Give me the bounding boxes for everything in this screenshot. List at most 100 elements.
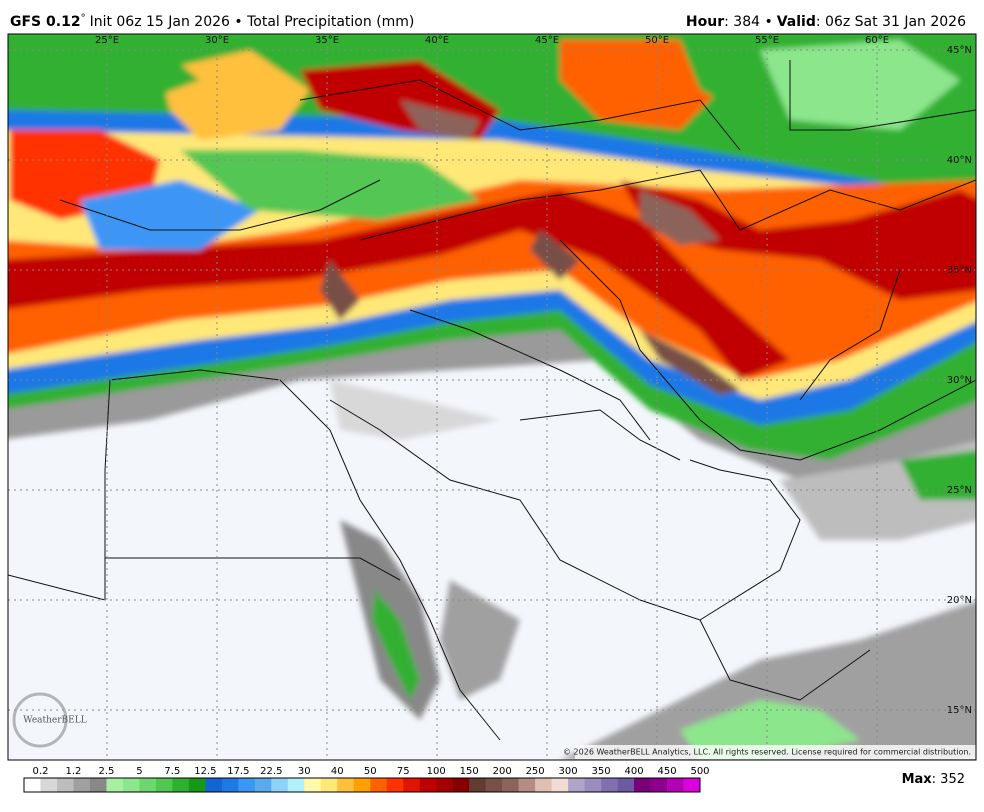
graticule: 25°E 30°E 35°E 40°E 45°E 50°E 55°E 60°E 45°N 40°N…: [8, 34, 976, 760]
colorbar-label: 12.5: [194, 766, 216, 777]
colorbar-swatch: [551, 778, 569, 792]
colorbar-swatch: [370, 778, 388, 792]
colorbar-swatch: [254, 778, 272, 792]
lon-label: 35°E: [315, 35, 339, 46]
colorbar-swatch: [353, 778, 371, 792]
colorbar-swatch: [419, 778, 437, 792]
colorbar-label: 500: [690, 766, 709, 777]
colorbar-swatch: [650, 778, 668, 792]
run: Init 06z 15 Jan 2026 • Total Precipitati…: [90, 14, 415, 30]
lat-label: 45°N: [947, 45, 972, 56]
colorbar-swatch: [667, 778, 684, 792]
colorbar-swatch: [502, 778, 519, 792]
copyright-bg: [575, 745, 976, 759]
max: Max: 352: [902, 772, 965, 787]
lat-label: 30°N: [947, 375, 972, 386]
colorbar-swatch: [469, 778, 486, 792]
colorbar-swatch: [238, 778, 256, 792]
colorbar-label: 200: [493, 766, 512, 777]
copyright: © 2026 WeatherBELL Analytics, LLC. All r…: [563, 748, 971, 757]
colorbar-swatch: [106, 778, 124, 792]
lon-label: 50°E: [645, 35, 669, 46]
colorbar-label: 75: [397, 766, 410, 777]
borders: [8, 60, 976, 741]
colorbar-swatch: [188, 778, 206, 792]
colorbar-swatch: [89, 778, 107, 792]
colorbar-swatch: [287, 778, 305, 792]
max-label: Max: [902, 772, 933, 787]
colorbar-label: 400: [625, 766, 644, 777]
colorbar-swatch: [436, 778, 453, 792]
lon-label: 60°E: [865, 35, 889, 46]
colorbar-swatch: [40, 778, 58, 792]
colorbar-label: 2.5: [98, 766, 114, 777]
colorbar-swatch: [271, 778, 289, 792]
colorbar-label: 30: [298, 766, 311, 777]
colorbar-swatch: [73, 778, 91, 792]
colorbar-swatch: [634, 778, 651, 792]
colorbar-label: 50: [364, 766, 377, 777]
lat-label: 20°N: [947, 595, 972, 606]
colorbar-swatch: [205, 778, 223, 792]
colorbar: 0.2 1.2 2.5 5 7.5 12.5 17.5 22.5 30 40 50 75 100 150 2…: [23, 766, 710, 793]
degree: °: [81, 13, 86, 24]
colorbar-swatch: [601, 778, 618, 792]
colorbar-swatch: [568, 778, 585, 792]
lon-label: 30°E: [205, 35, 229, 46]
map: 25°E 30°E 35°E 40°E 45°E 50°E 55°E 60°E 45°N 40°N…: [8, 34, 976, 760]
colorbar-swatch: [386, 778, 404, 792]
colorbar-label: 22.5: [260, 766, 282, 777]
colorbar-frame: [23, 777, 701, 793]
colorbar-label: 300: [559, 766, 578, 777]
colorbar-swatch: [485, 778, 503, 792]
lon-label: 25°E: [95, 35, 119, 46]
colorbar-swatch: [172, 778, 190, 792]
hour-value: : 384 •: [724, 14, 773, 30]
colorbar-label: 250: [526, 766, 545, 777]
logo: WeatherBELL: [23, 716, 86, 726]
lat-label: 25°N: [947, 485, 972, 496]
colorbar-swatch: [304, 778, 322, 792]
colorbar-label: 100: [427, 766, 446, 777]
title: GFS 0.12° Init 06z 15 Jan 2026 • Total Pr…: [10, 13, 414, 30]
colorbar-swatch: [221, 778, 239, 792]
model: GFS 0.12: [10, 14, 81, 30]
colorbar-label: 40: [331, 766, 344, 777]
colorbar-swatch: [584, 778, 602, 792]
colorbar-label: 450: [657, 766, 676, 777]
colorbar-label: 17.5: [227, 766, 249, 777]
hour-label: Hour: [686, 14, 724, 30]
lat-label: 15°N: [947, 705, 972, 716]
valid-info: Hour: 384 • Valid: 06z Sat 31 Jan 2026: [686, 14, 966, 30]
colorbar-swatch: [56, 778, 74, 792]
valid-label: Valid: [777, 14, 816, 30]
colorbar-swatch: [518, 778, 536, 792]
colorbar-swatch: [535, 778, 552, 792]
logo-mark: [12, 692, 68, 748]
colorbar-label: 7.5: [164, 766, 180, 777]
max-value: : 352: [932, 772, 965, 787]
colorbar-label: 350: [592, 766, 611, 777]
lat-label: 40°N: [947, 155, 972, 166]
colorbar-swatch: [337, 778, 355, 792]
lon-label: 45°E: [535, 35, 559, 46]
colorbar-label: 5: [136, 766, 142, 777]
valid-value: : 06z Sat 31 Jan 2026: [816, 14, 966, 30]
colorbar-swatch: [617, 778, 635, 792]
colorbar-label: 150: [460, 766, 479, 777]
map-frame: [7, 33, 977, 761]
colorbar-swatch: [139, 778, 157, 792]
colorbar-swatch: [452, 778, 470, 792]
colorbar-swatch: [403, 778, 421, 792]
colorbar-swatch: [320, 778, 338, 792]
colorbar-swatch: [683, 778, 701, 792]
colorbar-label: 1.2: [66, 766, 82, 777]
lat-label: 35°N: [947, 265, 972, 276]
colorbar-swatch: [155, 778, 173, 792]
colorbar-swatch: [24, 778, 41, 792]
colorbar-swatch: [122, 778, 140, 792]
colorbar-label: 0.2: [33, 766, 49, 777]
lon-label: 40°E: [425, 35, 449, 46]
lon-label: 55°E: [755, 35, 779, 46]
